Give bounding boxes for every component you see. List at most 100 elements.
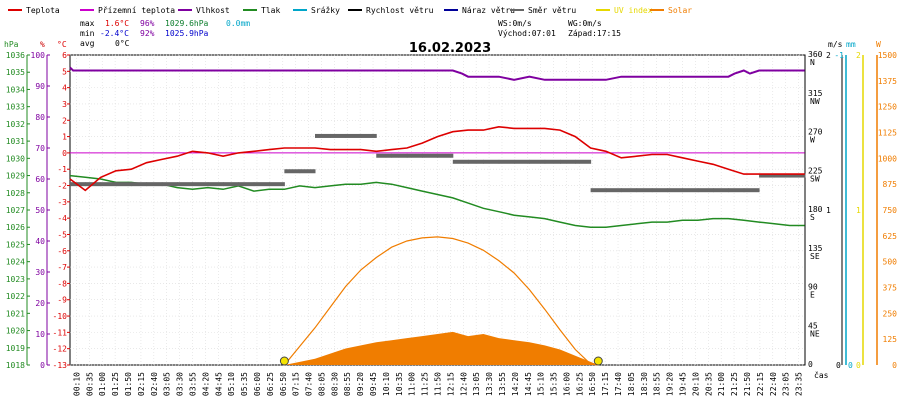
time-tick: 10:35 [395, 372, 404, 396]
direction-label: S [810, 213, 815, 222]
wind-direction-mark [238, 182, 255, 187]
temp-tick: -5 [57, 230, 67, 239]
solar-tick: 125 [883, 335, 898, 344]
wind-direction-mark [437, 153, 454, 158]
wind-direction-mark [529, 159, 546, 164]
axes: hPa1036103510341033103210311030102910281… [4, 40, 897, 396]
temp-tick: -8 [57, 279, 67, 288]
wind-direction-mark [376, 153, 393, 158]
temp-unit: °C [57, 40, 67, 49]
wind-direction-mark [269, 182, 285, 187]
time-tick: 21:50 [743, 372, 752, 396]
time-tick: 06:00 [253, 372, 262, 396]
wind-direction-mark [682, 188, 699, 193]
direction-tick: 180 [808, 205, 823, 214]
temp-tick: 2 [62, 116, 67, 125]
direction-label: E [810, 291, 815, 300]
temp-tick: -10 [53, 312, 68, 321]
stat-max-rain: 0.0mm [226, 19, 250, 28]
time-tick: 10:10 [382, 372, 391, 396]
solar-tick: 250 [883, 309, 898, 318]
humidity-tick: 90 [35, 82, 45, 91]
time-tick: 03:05 [163, 372, 172, 396]
time-tick: 08:55 [343, 372, 352, 396]
wind-tick: 1 [826, 206, 831, 215]
solar-max-curve [283, 236, 599, 366]
humidity-tick: 0 [40, 361, 45, 370]
wind-wg: WG:0m/s [568, 19, 602, 28]
temperature-line [69, 125, 805, 192]
temp-tick: 3 [62, 100, 67, 109]
rain-unit: mm [846, 40, 856, 49]
rain-tick: 0 [848, 361, 853, 370]
temp-tick: 0 [62, 149, 67, 158]
wind-direction-mark [131, 182, 148, 187]
time-axis-label: čas [814, 370, 829, 380]
time-tick: 11:50 [434, 372, 443, 396]
direction-label: N [810, 58, 815, 67]
solar-unit: W [876, 40, 881, 49]
direction-label: NW [810, 97, 820, 106]
wind-tick: 0 [836, 361, 841, 370]
time-tick: 16:25 [575, 372, 584, 396]
pressure-line [69, 174, 805, 228]
humidity-tick: 50 [35, 206, 45, 215]
time-tick: 23:35 [795, 372, 804, 396]
legend-label: Solar [668, 6, 692, 15]
legend-label: UV index [614, 6, 653, 15]
stats-block: max 1.6°C 96% 1029.6hPa 0.0mm min -2.4°C… [80, 19, 621, 48]
solar-tick: 500 [883, 258, 898, 267]
direction-tick: 45 [808, 321, 818, 330]
temp-tick: 1 [62, 133, 67, 142]
time-tick: 05:35 [240, 372, 249, 396]
legend-label: Srážky [311, 6, 340, 15]
pressure-tick: 1031 [6, 137, 25, 146]
time-tick: 19:20 [666, 372, 675, 396]
temp-tick: 6 [62, 51, 67, 60]
time-tick: 22:15 [756, 372, 765, 396]
pressure-tick: 1018 [6, 361, 25, 370]
rain-tick: -1 [834, 51, 844, 60]
wind-direction-mark [146, 182, 163, 187]
wind-direction-mark [468, 159, 484, 164]
time-tick: 08:05 [317, 372, 326, 396]
stat-avg-label: avg [80, 39, 95, 48]
legend-label: Teplota [26, 6, 60, 15]
pressure-tick: 1036 [6, 51, 25, 60]
wind-direction-mark [452, 159, 469, 164]
pressure-tick: 1026 [6, 223, 25, 232]
wind-direction-mark [345, 133, 362, 138]
chart-title: 16.02.2023 [409, 41, 491, 56]
wind-direction-mark [621, 188, 638, 193]
time-tick: 20:35 [704, 372, 713, 396]
pressure-tick: 1025 [6, 240, 25, 249]
wind-direction-mark [728, 188, 745, 193]
time-tick: 20:10 [691, 372, 700, 396]
temp-tick: -11 [53, 328, 68, 337]
pressure-tick: 1030 [6, 154, 25, 163]
legend-label: Přízemní teplota [98, 6, 175, 15]
direction-label: SW [810, 174, 820, 183]
humidity-tick: 80 [35, 113, 45, 122]
temp-tick: -13 [53, 361, 68, 370]
time-tick: 17:15 [601, 372, 610, 396]
time-tick: 03:30 [176, 372, 185, 396]
wind-direction-mark [483, 159, 500, 164]
wind-direction-mark [544, 159, 561, 164]
time-tick: 15:10 [537, 372, 546, 396]
direction-label: W [810, 136, 815, 145]
time-tick: 12:15 [446, 372, 455, 396]
temp-tick: 4 [62, 84, 67, 93]
series-layer [69, 66, 806, 366]
stat-min-press: 1025.9hPa [165, 29, 209, 38]
pressure-tick: 1024 [6, 258, 25, 267]
time-tick: 17:40 [614, 372, 623, 396]
time-tick: 21:25 [730, 372, 739, 396]
stat-max-label: max [80, 19, 95, 28]
solar-tick: 0 [892, 361, 897, 370]
time-tick: 12:40 [459, 372, 468, 396]
time-tick: 05:10 [227, 372, 236, 396]
direction-tick: 90 [808, 283, 818, 292]
time-tick: 15:35 [550, 372, 559, 396]
